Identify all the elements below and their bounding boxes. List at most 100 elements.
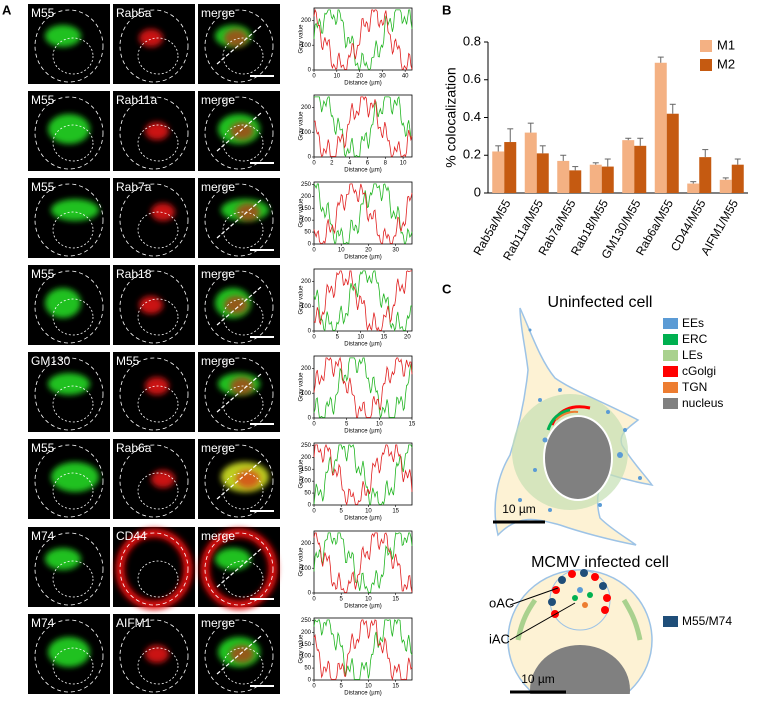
cell-outline — [34, 444, 104, 518]
y-axis-label: Gray value — [299, 198, 305, 228]
x-tick-label: 0 — [312, 597, 316, 603]
cell-outline — [119, 270, 189, 344]
x-tick-label: 10 — [365, 684, 372, 690]
profile-trace — [313, 9, 413, 70]
bar — [634, 145, 647, 193]
profile-plot: 0 100 200 0 5 10 15 Gray value Distance (µm) — [299, 355, 416, 435]
y-axis-label: Gray value — [299, 547, 305, 577]
arrow — [509, 602, 576, 641]
nucleus-outline — [222, 472, 264, 510]
bar — [601, 166, 614, 193]
cell-outline — [34, 357, 104, 431]
channel-label: GM130 — [31, 354, 71, 368]
legend-swatch — [700, 59, 712, 71]
profile-line — [216, 548, 262, 588]
x-tick-label: 0 — [312, 161, 316, 167]
nucleus-outline — [52, 647, 94, 685]
profile-plot: 0 50 100 150 200 250 0 5 10 15 Gray value Distance … — [299, 442, 413, 522]
legend-label: M55/M74 — [682, 614, 732, 628]
red-signal — [236, 470, 260, 488]
y-axis-label: Gray value — [299, 372, 305, 402]
x-tick-label: 5 — [340, 597, 344, 603]
y-tick-label: 250 — [301, 182, 312, 188]
nucleus-outline — [52, 560, 94, 598]
bar — [524, 132, 537, 193]
channel-label: AIFM1 — [116, 616, 152, 630]
cell-outline — [34, 270, 104, 344]
micrograph: Rab7a — [113, 178, 195, 258]
green-signal — [215, 548, 251, 570]
x-tick-label: 20 — [356, 74, 363, 80]
channel-label: merge — [201, 180, 235, 194]
profile-plot: 0 50 100 150 200 250 0 10 20 30 Gray value Distance… — [299, 181, 413, 261]
channel-label: merge — [201, 616, 235, 630]
annotation: iAC — [489, 631, 510, 646]
micrograph: M55 — [28, 91, 110, 171]
x-axis-label: Distance (µm) — [344, 168, 381, 174]
nucleus-outline — [222, 211, 264, 249]
channel-label: M55 — [31, 180, 55, 194]
cell-outline — [119, 183, 189, 257]
plot-frame — [313, 355, 413, 419]
nucleus-outline — [52, 385, 94, 423]
bar — [569, 170, 582, 193]
micrograph: M55 — [28, 4, 110, 84]
micrograph: CD44 — [113, 527, 195, 610]
x-axis-label: Distance (µm) — [344, 81, 381, 87]
x-axis-label: Distance (µm) — [344, 342, 381, 348]
green-signal — [45, 25, 81, 47]
profile-trace — [313, 95, 413, 158]
micrograph: Rab5a — [113, 4, 195, 84]
profile-trace — [313, 357, 413, 419]
profile-trace — [313, 532, 413, 593]
plot-frame — [313, 530, 413, 594]
y-tick-label: 100 — [301, 479, 312, 485]
red-signal — [145, 122, 169, 140]
nucleus-outline — [137, 385, 179, 423]
green-signal — [51, 199, 99, 221]
legend-swatch — [663, 366, 678, 377]
profile-plot: 0 100 200 0 5 10 15 Gray value Distance (µm) — [299, 530, 413, 610]
profile-line — [216, 25, 262, 65]
green-signal — [48, 373, 90, 395]
channel-label: M55 — [31, 6, 55, 20]
legend-swatch — [700, 40, 712, 52]
bar — [504, 142, 517, 193]
channel-label: Rab11a — [116, 93, 157, 107]
legend-swatch — [663, 398, 678, 409]
cell-outline — [34, 9, 104, 83]
red-signal — [145, 377, 169, 395]
profile-line — [216, 635, 262, 675]
uninfected-cell — [493, 307, 654, 546]
profile-plot: 0 100 200 0 5 10 15 20 Gray value Distance (µm) — [299, 268, 413, 348]
x-tick-label: 15 — [392, 684, 399, 690]
y-tick-label: 250 — [301, 443, 312, 449]
micrograph: M55 — [28, 439, 110, 519]
y-tick-label: 200 — [301, 18, 312, 24]
legend-label: nucleus — [682, 396, 723, 410]
y-axis-label: % colocalization — [443, 67, 459, 167]
y-axis-label: Gray value — [299, 459, 305, 489]
nucleus-outline — [137, 211, 179, 249]
x-tick-label: 4 — [348, 161, 352, 167]
x-tick-label: 0 — [312, 248, 316, 254]
nucleus-outline — [137, 298, 179, 336]
x-tick-label: 5 — [345, 422, 349, 428]
legend-swatch — [663, 318, 678, 329]
legend-label: EEs — [682, 316, 704, 330]
red-signal — [139, 29, 163, 47]
panel-label: A — [2, 2, 12, 17]
y-tick-label: 200 — [301, 279, 312, 285]
bar — [557, 160, 570, 193]
legend-label: M1 — [717, 37, 735, 52]
y-tick-label: 0 — [308, 591, 312, 597]
les — [621, 598, 643, 641]
channel-label: M55 — [31, 267, 55, 281]
channel-label: CD44 — [116, 529, 147, 543]
cell-outline — [34, 532, 104, 606]
x-axis-label: Distance (µm) — [344, 429, 381, 435]
y-tick-label: 0 — [308, 503, 312, 509]
x-tick-label: 30 — [379, 74, 386, 80]
y-tick-label: 100 — [301, 304, 312, 310]
x-tick-label: 20 — [365, 248, 372, 254]
